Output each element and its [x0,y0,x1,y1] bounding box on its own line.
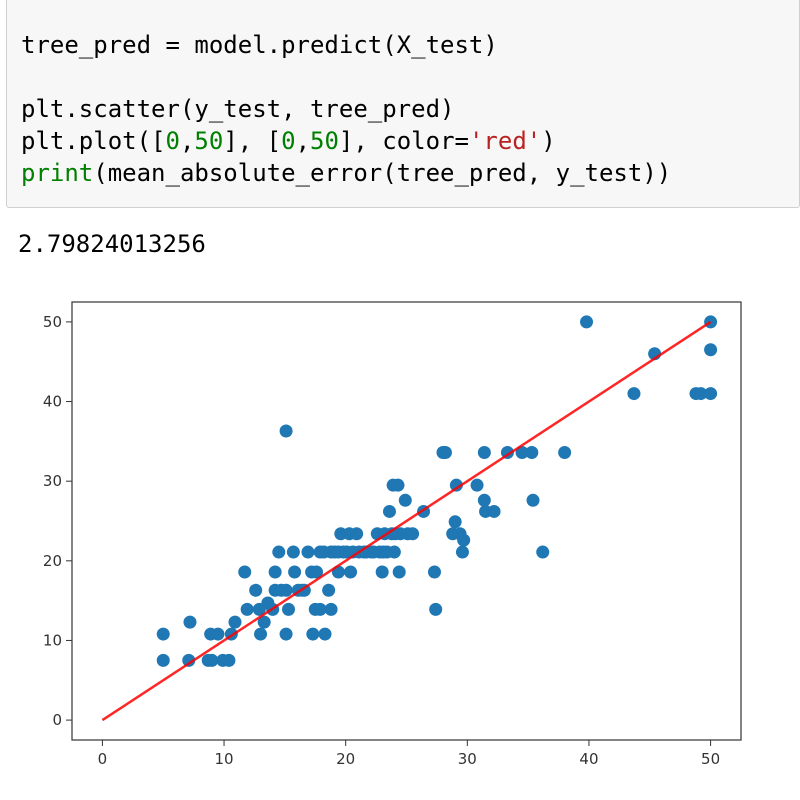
y-tick-label: 20 [43,552,62,570]
scatter-point [398,493,412,507]
scatter-point [309,565,323,579]
x-tick-label: 40 [579,750,598,768]
scatter-point [286,545,300,559]
scatter-point [156,653,170,667]
scatter-point [272,545,286,559]
y-tick-label: 30 [43,472,62,490]
scatter-point [344,565,358,579]
scatter-point [427,565,441,579]
scatter-point [268,565,282,579]
y-tick-label: 10 [43,631,62,649]
scatter-point [375,565,389,579]
scatter-plot: 0 10 20 30 40 50 0 10 20 30 40 50 [43,301,742,768]
x-tick-label: 30 [458,750,477,768]
code-token: , [179,127,195,155]
scatter-point [694,387,708,401]
code-line: tree_pred = model.predict(X_test) [21,29,671,61]
code-line: plt.scatter(y_test, tree_pred) [21,93,671,125]
code-token: , [295,127,311,155]
scatter-point [279,627,293,641]
code-token: ], [ [223,127,282,155]
scatter-point [704,387,718,401]
scatter-point [205,653,219,667]
scatter-point [558,446,572,460]
scatter-point [211,627,225,641]
scatter-point [228,615,242,629]
scatter-point [406,527,420,541]
code-line [21,61,671,93]
scatter-point [156,627,170,641]
scatter-point [279,583,293,597]
scatter-point [249,583,263,597]
scatter-point [438,446,452,460]
code-token-builtin: print [21,159,94,187]
scatter-point [448,515,462,529]
scatter-point [449,478,463,492]
scatter-point [306,627,320,641]
x-tick-label: 10 [214,750,233,768]
scatter-point [301,545,315,559]
scatter-point [515,446,529,460]
code-token: plt.scatter(y_test, tree_pred) [21,95,455,123]
code-token-num: 0 [165,127,180,155]
y-tick-label: 0 [52,711,62,729]
scatter-point [470,478,484,492]
code-editor[interactable]: tree_pred = model.predict(X_test) plt.sc… [21,29,671,189]
cell-output: 2.79824013256 [18,230,206,258]
scatter-point [429,602,443,616]
scatter-point [318,627,332,641]
x-tick-label: 50 [701,750,720,768]
code-token-str: 'red' [468,127,542,155]
code-token: ) [541,127,556,155]
scatter-point [627,387,641,401]
code-line: print(mean_absolute_error(tree_pred, y_t… [21,157,671,189]
scatter-point [183,615,197,629]
scatter-point [525,446,539,460]
scatter-point [288,565,302,579]
scatter-point [387,545,401,559]
scatter-point [526,493,540,507]
scatter-point [536,545,550,559]
code-token: (mean_absolute_error(tree_pred, y_test)) [93,159,672,187]
y-tick-label: 50 [43,313,62,331]
scatter-point [455,545,469,559]
scatter-point [222,653,236,667]
scatter-point [704,343,718,357]
scatter-point [240,602,254,616]
plot-frame [71,301,742,741]
scatter-point [392,565,406,579]
scatter-point [391,478,405,492]
scatter-point [257,615,271,629]
code-token: plt.plot([ [21,127,166,155]
scatter-point [324,602,338,616]
code-token-num: 50 [194,127,224,155]
code-cell[interactable]: tree_pred = model.predict(X_test) plt.sc… [6,0,800,208]
code-line: plt.plot([0,50], [0,50], color='red') [21,125,671,157]
scatter-point [238,565,252,579]
scatter-point [382,504,396,518]
scatter-point [580,315,594,329]
x-tick-label: 20 [336,750,355,768]
scatter-point [704,315,718,329]
scatter-point [282,602,296,616]
y-tick-label: 40 [43,393,62,411]
code-token-num: 50 [310,127,339,155]
scatter-point [457,533,471,547]
identity-line [101,320,712,722]
x-tick-label: 0 [98,750,108,768]
code-token: ], color= [338,127,469,155]
scatter-point [477,446,491,460]
scatter-point [487,504,501,518]
scatter-point [279,424,293,438]
scatter-point [350,527,364,541]
code-token: tree_pred = model.predict(X_test) [21,31,498,59]
scatter-point [182,653,196,667]
scatter-point [477,493,491,507]
code-token-num: 0 [281,127,296,155]
scatter-point [254,627,268,641]
scatter-point [322,583,336,597]
scatter-point [313,602,327,616]
